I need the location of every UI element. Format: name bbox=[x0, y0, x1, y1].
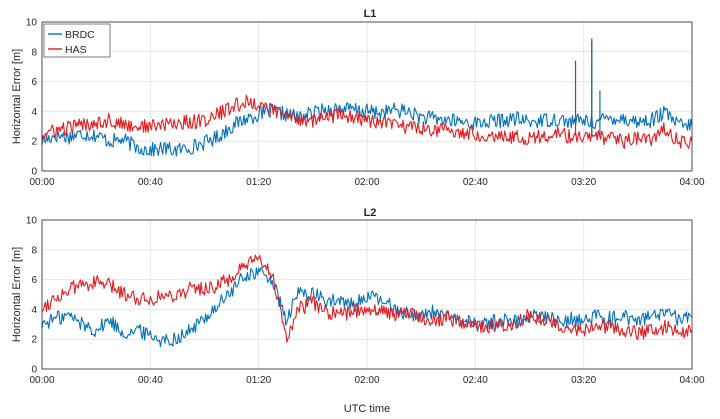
x-tick-labels-l1: 00:00 00:40 01:20 02:00 02:40 03:20 04:00 bbox=[29, 177, 704, 188]
legend-box bbox=[43, 23, 111, 58]
y-tick-label: 0 bbox=[31, 167, 37, 178]
x-tick-label: 01:20 bbox=[246, 177, 271, 188]
x-tick-label: 04:00 bbox=[679, 375, 704, 386]
y-tick-label: 0 bbox=[31, 365, 37, 376]
y-tick-label: 10 bbox=[26, 216, 38, 227]
grid-l2 bbox=[41, 219, 693, 370]
legend-label-has: HAS bbox=[65, 44, 87, 56]
series-line-brdc bbox=[41, 102, 693, 157]
y-axis-label-l1: Horizontal Error [m] bbox=[11, 49, 23, 144]
y-axis-label-l2: Horizontal Error [m] bbox=[11, 247, 23, 342]
x-tick-label: 03:20 bbox=[571, 177, 596, 188]
x-tick-label: 03:20 bbox=[571, 375, 596, 386]
x-tick-label: 00:40 bbox=[138, 375, 163, 386]
series-group-l1 bbox=[41, 38, 693, 157]
chart-panel-l1: L1 0 2 4 6 8 10 00:00 00:40 01:20 02:00 02:40 03:2… bbox=[11, 8, 705, 188]
series-line-brdc bbox=[41, 266, 693, 348]
chart-title-l2: L2 bbox=[364, 207, 377, 219]
x-tick-label: 04:00 bbox=[679, 177, 704, 188]
y-tick-label: 6 bbox=[31, 77, 37, 88]
legend-label-brdc: BRDC bbox=[65, 29, 95, 41]
y-tick-labels-l2: 0 2 4 6 8 10 bbox=[26, 216, 38, 376]
x-tick-labels-l2: 00:00 00:40 01:20 02:00 02:40 03:20 04:00 bbox=[29, 375, 704, 386]
x-tick-label: 01:20 bbox=[246, 375, 271, 386]
y-tick-label: 8 bbox=[31, 47, 37, 58]
x-axis-label: UTC time bbox=[344, 403, 390, 415]
y-tick-labels-l1: 0 2 4 6 8 10 bbox=[26, 18, 38, 178]
legend: BRDC HAS bbox=[43, 23, 111, 58]
chart-panel-l2: L2 0 2 4 6 8 10 00:00 00:40 01:20 02:00 02:40 03:2… bbox=[11, 207, 705, 386]
y-tick-label: 4 bbox=[31, 107, 37, 118]
y-tick-label: 8 bbox=[31, 245, 37, 256]
axes-frame-l1 bbox=[41, 21, 693, 172]
series-group-l2 bbox=[41, 254, 693, 348]
chart-title-l1: L1 bbox=[364, 8, 377, 20]
x-tick-label: 02:00 bbox=[354, 375, 379, 386]
x-tick-label: 02:40 bbox=[463, 375, 488, 386]
y-tick-label: 4 bbox=[31, 305, 37, 316]
series-line-has bbox=[41, 254, 693, 343]
y-tick-label: 6 bbox=[31, 275, 37, 286]
series-line-has bbox=[41, 94, 693, 150]
x-tick-label: 02:00 bbox=[354, 177, 379, 188]
grid-l1 bbox=[41, 21, 693, 172]
y-tick-label: 2 bbox=[31, 335, 37, 346]
y-tick-label: 10 bbox=[26, 18, 38, 29]
axes-frame-l2 bbox=[41, 219, 693, 370]
x-tick-label: 00:40 bbox=[138, 177, 163, 188]
x-tick-label: 00:00 bbox=[29, 177, 54, 188]
x-tick-label: 02:40 bbox=[463, 177, 488, 188]
y-tick-label: 2 bbox=[31, 137, 37, 148]
x-tick-label: 00:00 bbox=[29, 375, 54, 386]
